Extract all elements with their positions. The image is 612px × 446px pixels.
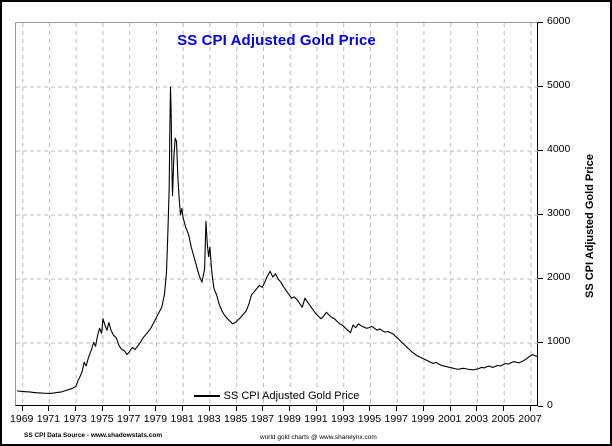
x-axis-tick-label: 2007 — [518, 413, 542, 425]
x-axis-tick-label: 1971 — [36, 413, 61, 425]
chart-legend: SS CPI Adjusted Gold Price — [15, 390, 538, 402]
x-axis-tick — [422, 406, 424, 411]
y-axis-tick — [538, 342, 543, 343]
x-axis-tick-label: 1977 — [117, 413, 141, 425]
plot-area — [15, 22, 539, 407]
legend-line-swatch — [193, 395, 220, 397]
x-axis-tick-label: 1989 — [277, 413, 301, 425]
x-axis-tick — [48, 406, 50, 411]
x-axis-tick-label: 1991 — [304, 413, 328, 425]
x-axis-tick — [155, 406, 157, 411]
y-axis-tick — [538, 22, 543, 23]
x-axis-tick-label: 1987 — [250, 413, 275, 425]
x-axis-tick — [476, 406, 478, 411]
y-axis-tick-label: 4000 — [547, 143, 571, 155]
footer-source-left: SS CPI Data Source - www.shadowstats.com — [24, 432, 163, 439]
x-axis-tick-label: 1999 — [411, 413, 435, 425]
x-axis-tick — [21, 406, 23, 411]
y-axis-tick-label: 5000 — [547, 79, 571, 91]
y-axis-tick — [538, 278, 543, 279]
y-axis-tick-label: 1000 — [547, 335, 571, 347]
x-axis-tick-label: 1975 — [90, 413, 114, 425]
page-title: SS CPI Adjusted Gold Price — [177, 32, 376, 49]
x-axis-tick-label: 1973 — [63, 413, 87, 425]
grid-and-series — [16, 23, 539, 407]
x-axis-tick-label: 1981 — [170, 413, 194, 425]
y-axis-tick-label: 3000 — [547, 207, 571, 219]
x-axis-tick-label: 2005 — [491, 413, 515, 425]
y-axis-title: SS CPI Adjusted Gold Price — [584, 154, 596, 299]
x-axis-tick — [315, 406, 317, 411]
x-axis-tick — [396, 406, 398, 411]
x-axis-tick — [289, 406, 291, 411]
x-axis-tick — [449, 406, 451, 411]
x-axis-tick — [262, 406, 264, 411]
y-axis-tick — [538, 86, 543, 87]
x-axis-tick-label: 1983 — [197, 413, 221, 425]
y-axis-tick — [538, 150, 543, 151]
y-axis-tick-label: 6000 — [547, 15, 571, 27]
x-axis-tick-label: 1985 — [224, 413, 248, 425]
x-axis-tick — [369, 406, 371, 411]
x-axis-tick-label: 1995 — [357, 413, 382, 425]
x-axis-tick-label: 2001 — [438, 413, 462, 425]
series-line-ss-cpi-adjusted-gold-price — [16, 86, 539, 394]
horizontal-gridlines — [16, 86, 539, 344]
x-axis-tick — [75, 406, 77, 411]
y-axis-tick-label: 0 — [547, 399, 553, 411]
y-axis-tick — [538, 214, 543, 215]
y-axis-tick — [538, 406, 543, 407]
x-axis-tick — [342, 406, 344, 411]
y-axis-tick-label: 2000 — [547, 271, 571, 283]
x-axis-tick-label: 1997 — [384, 413, 408, 425]
x-axis-tick — [529, 406, 531, 411]
legend-label: SS CPI Adjusted Gold Price — [223, 390, 360, 402]
x-axis-tick — [503, 406, 505, 411]
x-axis-tick — [128, 406, 130, 411]
x-axis-tick-label: 1969 — [10, 413, 34, 425]
x-axis-tick — [235, 406, 237, 411]
footer-source-right: world gold charts @ www.sharelynx.com — [260, 434, 377, 441]
x-axis-tick — [182, 406, 184, 411]
x-axis-tick-label: 1979 — [143, 413, 168, 425]
x-axis-tick-label: 2003 — [464, 413, 489, 425]
x-axis-tick — [208, 406, 210, 411]
x-axis-tick-label: 1993 — [331, 413, 355, 425]
x-axis-tick — [101, 406, 103, 411]
